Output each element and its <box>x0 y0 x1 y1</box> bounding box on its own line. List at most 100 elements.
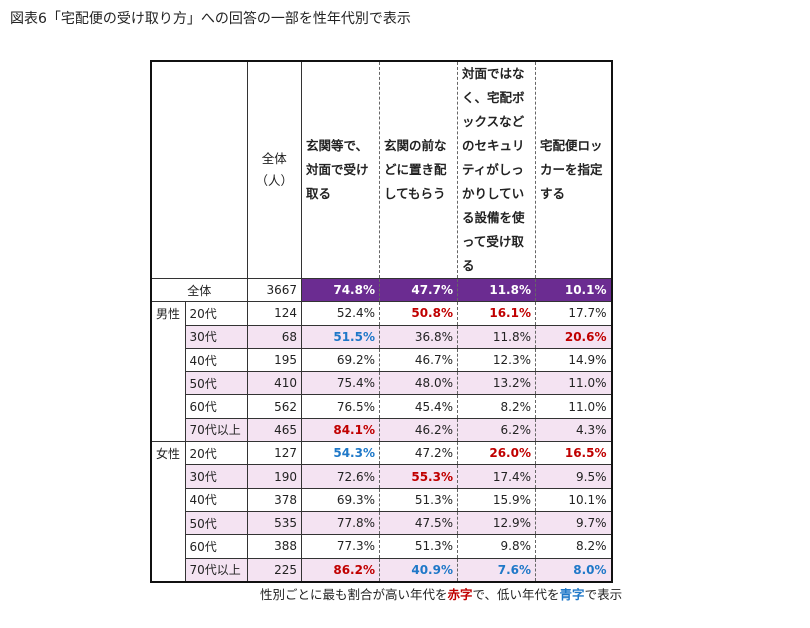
count: 388 <box>246 534 302 559</box>
data-row: 30代 190 72.6% 55.3% 17.4% 9.5% <box>151 464 612 489</box>
data-row: 40代 195 69.2% 46.7% 12.3% 14.9% <box>151 347 612 373</box>
row-label: 50代 <box>184 510 248 536</box>
value: 84.1% <box>301 417 380 443</box>
row-label: 50代 <box>184 371 248 396</box>
value: 51.5% <box>301 324 380 349</box>
value: 51.3% <box>379 534 458 559</box>
data-row: 40代 378 69.3% 51.3% 15.9% 10.1% <box>151 487 612 512</box>
value: 51.3% <box>379 487 458 512</box>
count: 465 <box>246 417 302 443</box>
title: 図表6「宅配便の受け取り方」への回答の一部を性年代別で表示 <box>10 11 411 27</box>
column-header: 玄関等で、対面で受け取る <box>301 60 380 279</box>
row-label: 全体 <box>150 277 248 303</box>
row-label: 20代 <box>184 301 248 326</box>
note-part: で、低い年代を <box>472 587 560 602</box>
row-label: 40代 <box>184 487 248 512</box>
data-row: 70代以上 225 86.2% 40.9% 7.6% 8.0% <box>151 557 612 583</box>
value: 77.8% <box>301 510 380 536</box>
note-part: 性別ごとに最も割合が高い年代を <box>260 587 448 602</box>
count: 68 <box>246 324 302 349</box>
note-part: 赤字 <box>447 587 473 602</box>
note-part: 青字 <box>559 587 585 602</box>
value: 8.0% <box>535 557 612 583</box>
value: 55.3% <box>379 464 458 489</box>
value: 13.2% <box>457 371 536 396</box>
value: 4.3% <box>535 417 612 443</box>
data-row: 50代 535 77.8% 47.5% 12.9% 9.7% <box>151 510 612 536</box>
count: 562 <box>246 394 302 419</box>
value: 69.2% <box>301 347 380 373</box>
note-part: で表示 <box>584 587 623 602</box>
value: 9.5% <box>535 464 612 489</box>
value: 76.5% <box>301 394 380 419</box>
value: 26.0% <box>457 441 536 466</box>
value: 12.3% <box>457 347 536 373</box>
data-row: 70代以上 465 84.1% 46.2% 6.2% 4.3% <box>151 417 612 443</box>
value: 14.9% <box>535 347 612 373</box>
value: 50.8% <box>379 301 458 326</box>
row-label: 20代 <box>184 441 248 466</box>
row-label: 60代 <box>184 534 248 559</box>
data-row: 60代 388 77.3% 51.3% 9.8% 8.2% <box>151 534 612 559</box>
value: 8.2% <box>535 534 612 559</box>
data-row: 60代 562 76.5% 45.4% 8.2% 11.0% <box>151 394 612 419</box>
value: 10.1% <box>535 487 612 512</box>
column-header: 対面ではなく、宅配ボックスなどのセキュリティがしっかりしている設備を使って受け取… <box>457 60 536 279</box>
corner <box>150 60 248 279</box>
data-row: 女性 20代 127 54.3% 47.2% 26.0% 16.5% <box>150 441 612 583</box>
value: 10.1% <box>535 277 612 303</box>
value: 11.8% <box>457 277 536 303</box>
group-label: 男性 <box>150 301 186 443</box>
column-header: 玄関の前などに置き配してもらう <box>379 60 458 279</box>
value: 46.7% <box>379 347 458 373</box>
value: 11.0% <box>535 371 612 396</box>
value: 40.9% <box>379 557 458 583</box>
row-label: 60代 <box>184 394 248 419</box>
data-row: 男性 20代 124 52.4% 50.8% 16.1% 17.7% <box>150 301 612 443</box>
row-label: 30代 <box>184 464 248 489</box>
count: 124 <box>246 301 302 326</box>
value: 17.7% <box>535 301 612 326</box>
value: 52.4% <box>301 301 380 326</box>
value: 17.4% <box>457 464 536 489</box>
count: 225 <box>246 557 302 583</box>
count: 190 <box>246 464 302 489</box>
count: 410 <box>246 371 302 396</box>
value: 11.0% <box>535 394 612 419</box>
value: 36.8% <box>379 324 458 349</box>
value: 7.6% <box>457 557 536 583</box>
row-label: 70代以上 <box>184 557 248 583</box>
value: 11.8% <box>457 324 536 349</box>
value: 20.6% <box>535 324 612 349</box>
count: 127 <box>246 441 302 466</box>
value: 12.9% <box>457 510 536 536</box>
value: 15.9% <box>457 487 536 512</box>
data-row: 30代 68 51.5% 36.8% 11.8% 20.6% <box>151 324 612 349</box>
value: 45.4% <box>379 394 458 419</box>
column-header: 宅配便ロッカーを指定する <box>535 60 612 279</box>
value: 75.4% <box>301 371 380 396</box>
value: 16.5% <box>535 441 612 466</box>
note: 性別ごとに最も割合が高い年代を赤字で、低い年代を青字で表示 <box>260 584 622 603</box>
row-label: 30代 <box>184 324 248 349</box>
value: 48.0% <box>379 371 458 396</box>
value: 54.3% <box>301 441 380 466</box>
value: 6.2% <box>457 417 536 443</box>
row-label: 70代以上 <box>184 417 248 443</box>
total-row: 全体 3667 74.8% 47.7% 11.8% 10.1% <box>150 277 612 303</box>
table: 全体（人） 玄関等で、対面で受け取る 玄関の前などに置き配してもらう 対面ではなく、宅… <box>150 60 613 583</box>
value: 47.7% <box>379 277 458 303</box>
value: 77.3% <box>301 534 380 559</box>
value: 69.3% <box>301 487 380 512</box>
count: 535 <box>246 510 302 536</box>
value: 16.1% <box>457 301 536 326</box>
value: 72.6% <box>301 464 380 489</box>
value: 8.2% <box>457 394 536 419</box>
value: 9.8% <box>457 534 536 559</box>
value: 74.8% <box>301 277 380 303</box>
header-row: 全体（人） 玄関等で、対面で受け取る 玄関の前などに置き配してもらう 対面ではなく、宅… <box>150 60 612 279</box>
data-row: 50代 410 75.4% 48.0% 13.2% 11.0% <box>151 371 612 396</box>
value: 47.2% <box>379 441 458 466</box>
value: 86.2% <box>301 557 380 583</box>
